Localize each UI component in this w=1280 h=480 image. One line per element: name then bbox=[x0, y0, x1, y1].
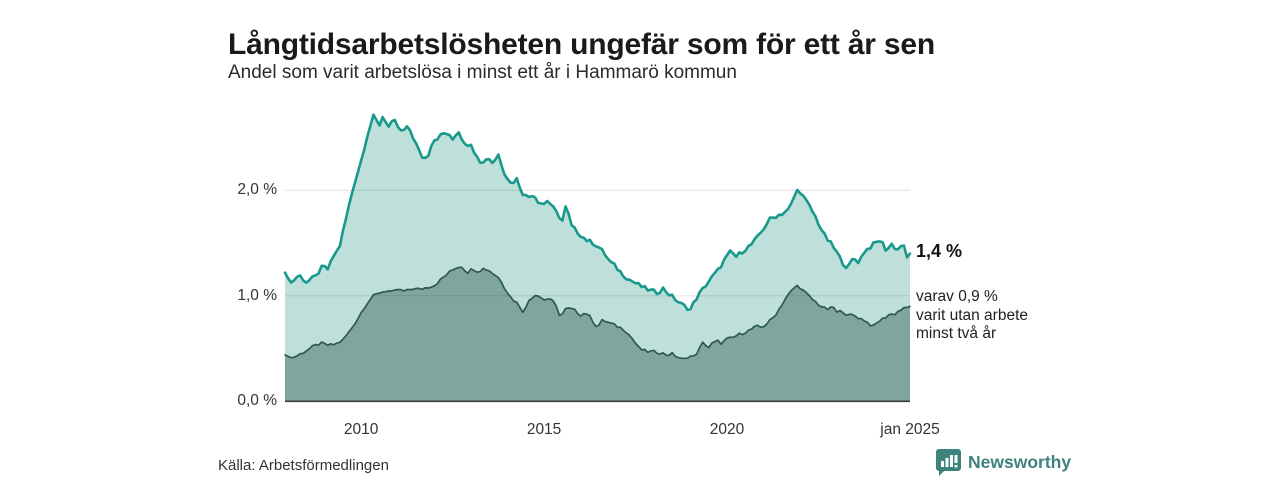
secondary-annotation-line: varit utan arbete bbox=[916, 306, 1029, 324]
brand-name: Newsworthy bbox=[968, 451, 1072, 472]
brand: Newsworthy bbox=[936, 448, 1071, 476]
series-line-two-years bbox=[284, 266, 911, 360]
y-tick-label: 0,0 % bbox=[237, 392, 277, 410]
x-tick-label: 2010 bbox=[343, 421, 379, 438]
chart-title: Långtidsarbetslösheten ungefär som för e… bbox=[228, 28, 936, 62]
x-tick-label: 2015 bbox=[526, 421, 562, 438]
secondary-annotation: varav 0,9 % varit utan arbete minst två … bbox=[916, 288, 1028, 344]
secondary-annotation-line: minst två år bbox=[916, 325, 997, 343]
x-tick-label: 2020 bbox=[709, 421, 745, 438]
x-tick-label: jan 2025 bbox=[880, 421, 940, 438]
y-tick-label: 1,0 % bbox=[237, 286, 277, 304]
secondary-annotation-line: varav 0,9 % bbox=[916, 288, 998, 305]
source-label: Källa: Arbetsförmedlingen bbox=[218, 457, 389, 474]
series-area-two-years bbox=[285, 267, 910, 402]
series-line-total bbox=[283, 113, 912, 312]
y-tick-label: 2,0 % bbox=[237, 181, 277, 199]
newsworthy-logo-icon bbox=[936, 448, 961, 476]
chart-subtitle: Andel som varit arbetslösa i minst ett å… bbox=[228, 62, 737, 83]
end-value-label: 1,4 % bbox=[916, 241, 963, 261]
